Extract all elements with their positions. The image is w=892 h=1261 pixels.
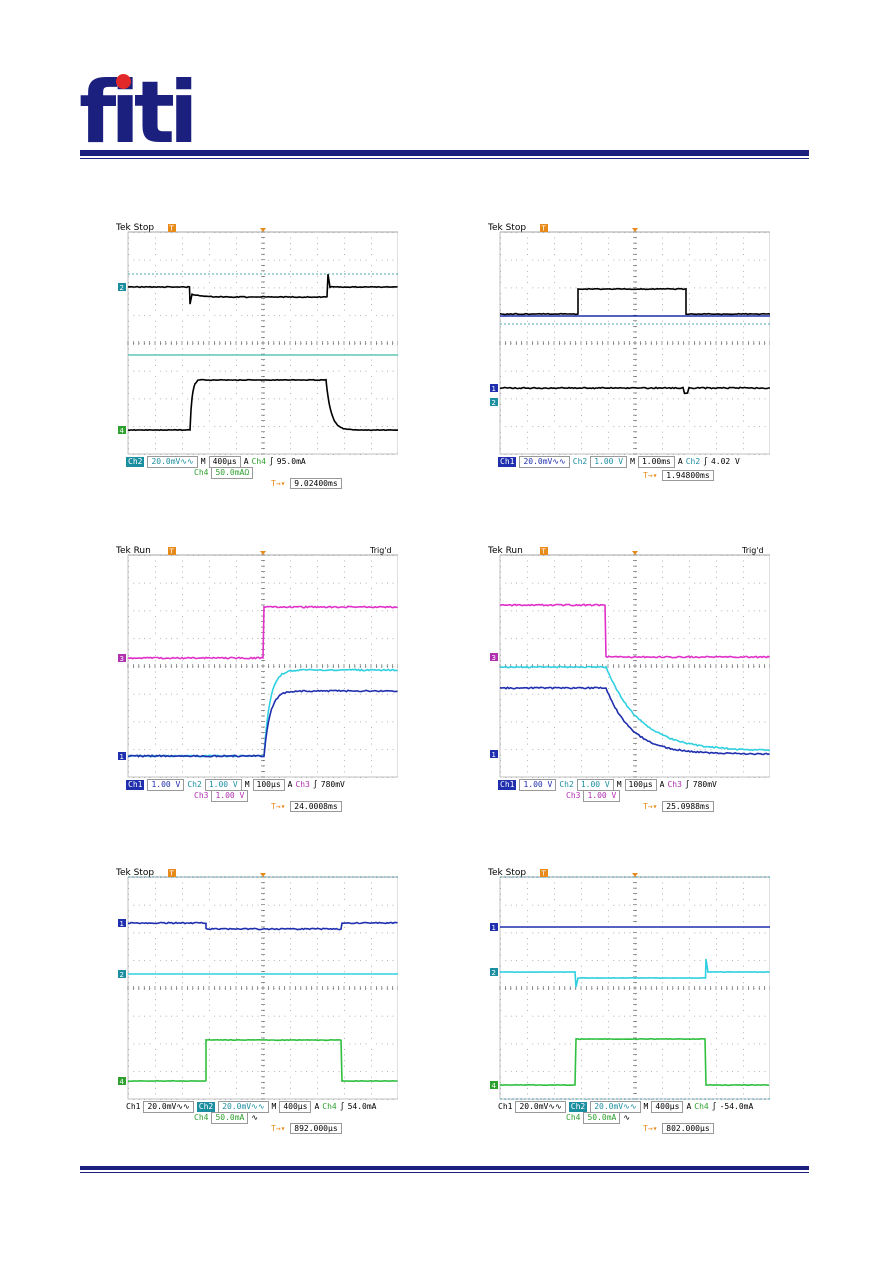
scope-status-line-2: Ch4 50.0mA ∿ [566,1112,633,1124]
scope-6: Tek Stop T 1 2 4 Ch1 20.0mV∿∿ Ch2 20.0mV∿∿ M 400µs… [488,865,768,1125]
trigd-label: Trig'd [741,546,764,555]
svg-text:1: 1 [492,751,496,759]
scope-status-line: Ch1 20.0mV∿∿ Ch2 1.00 V M 1.00ms A Ch2 ∫ 4.02 V [498,456,743,468]
svg-text:2: 2 [492,399,496,407]
waveform-trace [128,922,398,929]
svg-text:1: 1 [120,753,124,761]
scope-state: Tek Stop [116,868,154,878]
svg-text:3: 3 [120,655,124,663]
header-rule-thick [80,150,809,156]
svg-text:4: 4 [120,427,125,435]
svg-text:T: T [541,548,547,556]
waveform-trace [128,690,398,756]
waveform-trace [500,959,770,987]
scope-state: Tek Run [488,546,523,556]
fiti-logo: fiti [79,70,192,156]
waveform-trace [500,604,770,657]
svg-text:T: T [169,548,175,556]
trigger-time: T→▾ 802.000µs [643,1123,714,1134]
svg-text:3: 3 [492,654,496,662]
scope-4: Tek Run Trig'd T 3 1 Ch1 1.00 V Ch2 1.00 V M 100µs… [488,543,768,803]
scope-status-line-2: Ch4 50.0mA ∿ [194,1112,261,1124]
svg-text:2: 2 [120,971,124,979]
scope-state: Tek Run [116,546,151,556]
trigger-time: T→▾ 9.02400ms [271,478,342,489]
waveform-trace [500,387,770,393]
waveform-trace [128,606,398,658]
svg-text:1: 1 [492,385,496,393]
svg-text:T: T [541,225,547,233]
svg-text:2: 2 [120,284,124,292]
scope-screen: Tek Stop T 2 4 [116,220,398,458]
footer-rule-thick [80,1166,809,1170]
header-rule-thin [80,158,809,159]
scope-state: Tek Stop [116,223,154,233]
scope-screen: Tek Stop T 1 2 4 [116,865,398,1103]
trigger-time: T→▾ 892.000µs [271,1123,342,1134]
waveform-trace [500,289,770,315]
scope-5: Tek Stop T 1 2 4 Ch1 20.0mV∿∿ Ch2 20.0mV∿∿ M 400µs… [116,865,396,1125]
svg-text:T: T [169,225,175,233]
scope-state: Tek Stop [488,223,526,233]
trigd-label: Trig'd [369,546,392,555]
scope-1: Tek Stop T 2 4 Ch2 20.0mV∿∿ M 400µs A Ch4 ∫ 95.0mA C… [116,220,396,480]
logo-text: fiti [79,70,192,156]
waveform-trace [500,1039,769,1086]
waveform-trace [500,687,770,754]
scope-state: Tek Stop [488,868,526,878]
waveform-trace [128,1040,398,1082]
scope-screen: Tek Run Trig'd T 3 1 [116,543,398,781]
scope-screen: Tek Run Trig'd T 3 1 [488,543,770,781]
svg-text:T: T [169,870,175,878]
scope-screen: Tek Stop T 1 2 [488,220,770,458]
scope-status-line-2: Ch3 1.00 V [566,790,623,802]
waveform-trace [128,274,398,304]
footer-rule-thin [80,1172,809,1173]
scope-2: Tek Stop T 1 2 Ch1 20.0mV∿∿ Ch2 1.00 V M 1.00ms A C… [488,220,768,480]
scope-3: Tek Run Trig'd T 3 1 Ch1 1.00 V Ch2 1.00 V M 100µs… [116,543,396,803]
svg-text:4: 4 [120,1078,125,1086]
trigger-time: T→▾ 24.0008ms [271,801,342,812]
scope-status-line-2: Ch4 50.0mAΩ [194,467,256,479]
scope-screen: Tek Stop T124 [488,865,770,1103]
trigger-time: T→▾ 25.0988ms [643,801,714,812]
logo-dot [116,74,131,89]
scope-status-line-2: Ch3 1.00 V [194,790,251,802]
trigger-time: T→▾ 1.94800ms [643,470,714,481]
svg-text:1: 1 [120,920,124,928]
